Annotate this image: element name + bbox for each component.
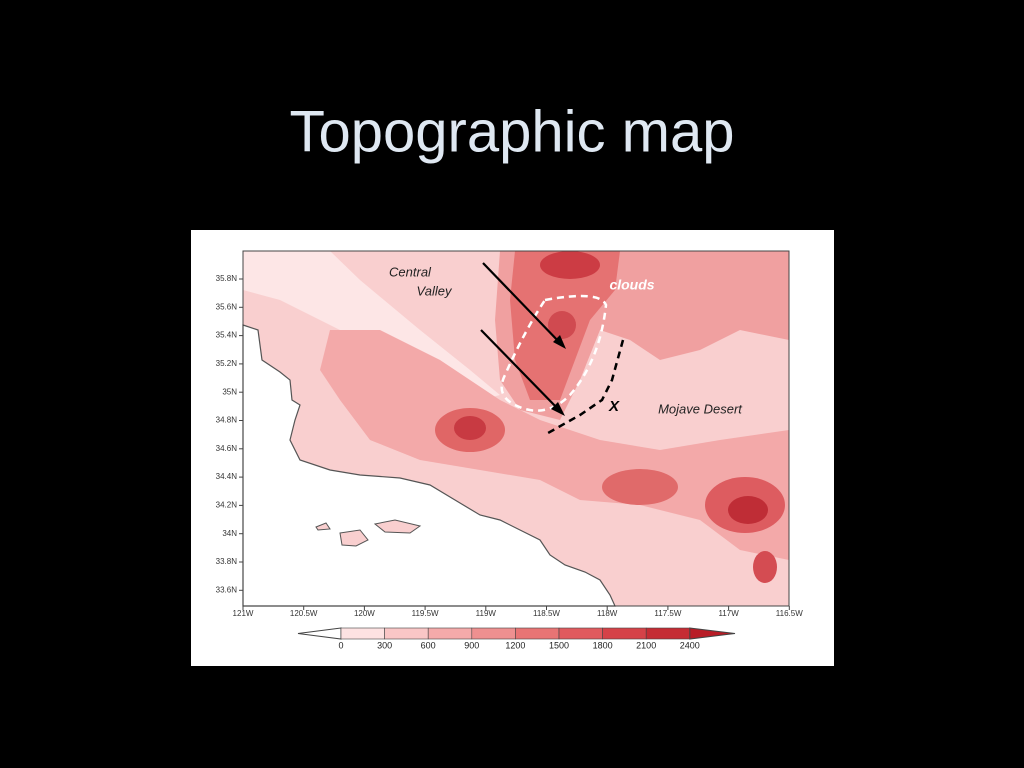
lon-tick-label: 119W	[476, 609, 497, 618]
lat-tick-label: 34N	[222, 529, 237, 538]
colorbar: 0 300 600 900 1200 1500 1800 2100 2400	[297, 627, 736, 650]
lon-tick-label: 120W	[354, 609, 375, 618]
cloud-outline	[500, 294, 608, 412]
ridge-low	[320, 330, 789, 560]
colorbar-bin	[384, 627, 429, 640]
map-frame	[242, 250, 790, 607]
island	[373, 519, 422, 534]
front-line	[547, 339, 625, 435]
annotation: Valley	[417, 283, 453, 298]
colorbar-bin	[471, 627, 516, 640]
colorbar-bin	[340, 627, 385, 640]
peak	[602, 469, 678, 505]
colorbar-end	[689, 627, 736, 640]
colorbar-tick-label: 300	[377, 640, 392, 650]
lat-tick-label: 35.4N	[216, 331, 238, 340]
colorbar-tick-label: 1200	[505, 640, 525, 650]
lon-tick-label: 117.5W	[654, 609, 681, 618]
lat-tick-label: 35.6N	[216, 302, 238, 311]
lon-tick-label: 119.5W	[412, 609, 439, 618]
colorbar-tick-label: 2400	[680, 640, 700, 650]
colorbar-tick-label: 600	[421, 640, 436, 650]
colorbar-bin	[515, 627, 560, 640]
arrow-head	[551, 402, 565, 416]
lon-tick-label: 118W	[597, 609, 618, 618]
lon-tick-label: 121W	[233, 609, 254, 618]
annotation: clouds	[609, 277, 654, 293]
lat-tick-label: 33.8N	[216, 557, 238, 566]
peak	[548, 311, 576, 339]
lat-tick-label: 33.6N	[216, 585, 238, 594]
colorbar-tick-label: 0	[338, 640, 343, 650]
annotation: Central	[389, 264, 432, 279]
island	[315, 522, 331, 531]
colorbar-tick-label: 1500	[549, 640, 569, 650]
lat-tick-label: 34.8N	[216, 416, 238, 425]
map-area: Central Valley clouds Mojave Desert X	[242, 250, 790, 607]
lat-tick-label: 35.8N	[216, 274, 238, 283]
arrow-head	[553, 335, 566, 349]
colorbar-tick-label: 900	[464, 640, 479, 650]
peak	[454, 416, 486, 440]
wind-arrow	[482, 262, 563, 346]
colorbar-bin	[645, 627, 691, 640]
peak	[728, 496, 768, 524]
peak	[753, 551, 777, 583]
colorbar-bin	[558, 627, 603, 640]
lat-tick-label: 35.2N	[216, 359, 238, 368]
annotation: Mojave Desert	[658, 401, 743, 416]
ocean	[242, 324, 616, 607]
lat-tick-label: 35N	[222, 387, 237, 396]
annotation: X	[608, 398, 620, 415]
slide-title: Topographic map	[290, 99, 735, 164]
colorbar-bin	[427, 627, 473, 640]
colorbar-bin	[602, 627, 647, 640]
peak	[540, 251, 600, 279]
island	[339, 529, 369, 547]
wind-arrow	[480, 329, 561, 412]
lat-tick-label: 34.4N	[216, 472, 238, 481]
lon-tick-label: 118.5W	[533, 609, 560, 618]
lon-tick-label: 116.5W	[776, 609, 803, 618]
colorbar-tick-label: 2100	[636, 640, 656, 650]
lon-tick-label: 120.5W	[290, 609, 318, 618]
map-ticks: 35.8N 35.6N 35.4N 35.2N 35N 34.8N 34.6N 34.4N 34…	[216, 274, 804, 618]
colorbar-tick-label: 1800	[593, 640, 613, 650]
lat-tick-label: 34.2N	[216, 501, 238, 510]
lon-tick-label: 117W	[718, 609, 739, 618]
lat-tick-label: 34.6N	[216, 444, 238, 453]
